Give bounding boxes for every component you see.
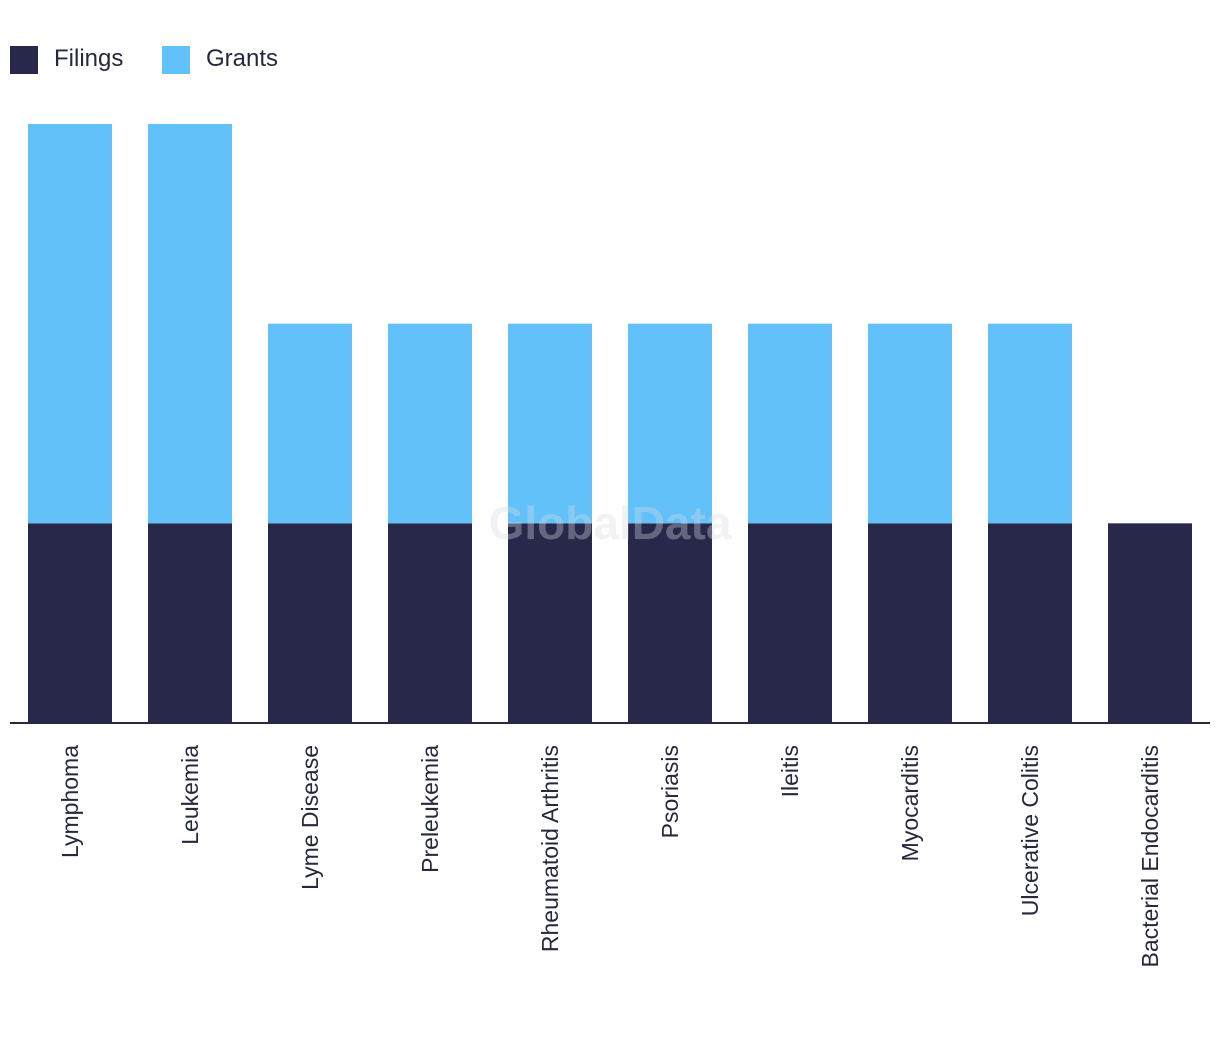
bar-filings-lyme-disease[interactable] (268, 523, 352, 723)
bar-filings-lymphoma[interactable] (28, 523, 112, 723)
bar-filings-ulcerative-colitis[interactable] (988, 523, 1072, 723)
legend-item-filings[interactable]: Filings (10, 45, 123, 74)
bar-filings-psoriasis[interactable] (628, 523, 712, 723)
bar-grants-ulcerative-colitis[interactable] (988, 323, 1072, 524)
watermark: GlobalData (489, 497, 732, 549)
x-tick-label-ileitis: Ileitis (777, 745, 803, 797)
bar-grants-leukemia[interactable] (148, 124, 232, 524)
x-tick-label-leukemia: Leukemia (177, 745, 203, 845)
legend: Filings Grants (10, 45, 278, 74)
bar-filings-rheumatoid-arthritis[interactable] (508, 523, 592, 723)
bar-grants-lyme-disease[interactable] (268, 323, 352, 524)
x-tick-label-psoriasis: Psoriasis (657, 745, 683, 838)
bars-group (28, 124, 1192, 723)
bar-grants-rheumatoid-arthritis[interactable] (508, 323, 592, 524)
x-tick-label-preleukemia: Preleukemia (417, 745, 443, 873)
bar-filings-leukemia[interactable] (148, 523, 232, 723)
bar-grants-lymphoma[interactable] (28, 124, 112, 524)
x-tick-label-ulcerative-colitis: Ulcerative Colitis (1017, 745, 1043, 916)
x-tick-label-myocarditis: Myocarditis (897, 745, 923, 861)
bar-filings-myocarditis[interactable] (868, 523, 952, 723)
x-tick-label-lymphoma: Lymphoma (57, 745, 83, 858)
x-tick-label-rheumatoid-arthritis: Rheumatoid Arthritis (537, 745, 563, 952)
x-tick-label-lyme-disease: Lyme Disease (297, 745, 323, 890)
x-axis-tick-labels: Lymphoma Leukemia Lyme Disease Preleukemia R… (57, 745, 1163, 968)
bar-filings-preleukemia[interactable] (388, 523, 472, 723)
bar-grants-preleukemia[interactable] (388, 323, 472, 524)
legend-swatch-grants (162, 46, 190, 74)
legend-item-grants[interactable]: Grants (162, 45, 278, 74)
legend-label-grants: Grants (206, 45, 278, 72)
bar-filings-ileitis[interactable] (748, 523, 832, 723)
bar-grants-psoriasis[interactable] (628, 323, 712, 524)
legend-label-filings: Filings (54, 45, 123, 72)
bar-grants-ileitis[interactable] (748, 323, 832, 524)
legend-swatch-filings (10, 46, 38, 74)
bar-filings-bacterial-endocarditis[interactable] (1108, 523, 1192, 723)
bar-grants-myocarditis[interactable] (868, 323, 952, 524)
x-tick-label-bacterial-endocarditis: Bacterial Endocarditis (1137, 745, 1163, 967)
